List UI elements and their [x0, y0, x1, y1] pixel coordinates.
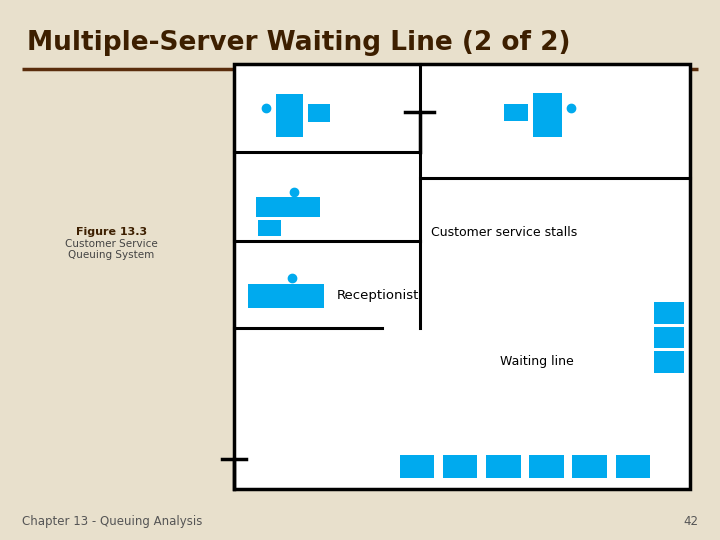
- Bar: [572, 455, 607, 478]
- Bar: [486, 455, 521, 478]
- Text: Multiple-Server Waiting Line (2 of 2): Multiple-Server Waiting Line (2 of 2): [27, 30, 571, 56]
- Bar: [654, 327, 684, 348]
- Text: Customer Service: Customer Service: [66, 239, 158, 249]
- Text: Queuing System: Queuing System: [68, 250, 155, 260]
- Text: Figure 13.3: Figure 13.3: [76, 227, 147, 237]
- Text: Receptionist: Receptionist: [337, 289, 419, 302]
- Text: Waiting line: Waiting line: [500, 355, 574, 368]
- Bar: [529, 455, 564, 478]
- Text: 42: 42: [683, 515, 698, 528]
- Bar: [258, 220, 281, 236]
- Bar: [504, 104, 528, 121]
- Bar: [248, 284, 324, 308]
- Text: Chapter 13 - Queuing Analysis: Chapter 13 - Queuing Analysis: [22, 515, 202, 528]
- Bar: [654, 351, 684, 373]
- Bar: [654, 302, 684, 324]
- Text: Customer service stalls: Customer service stalls: [431, 226, 577, 239]
- Bar: [533, 93, 562, 137]
- Bar: [400, 455, 434, 478]
- Bar: [616, 455, 650, 478]
- Bar: [234, 64, 690, 489]
- Bar: [276, 94, 303, 137]
- Bar: [443, 455, 477, 478]
- Bar: [256, 197, 320, 217]
- Bar: [308, 104, 330, 122]
